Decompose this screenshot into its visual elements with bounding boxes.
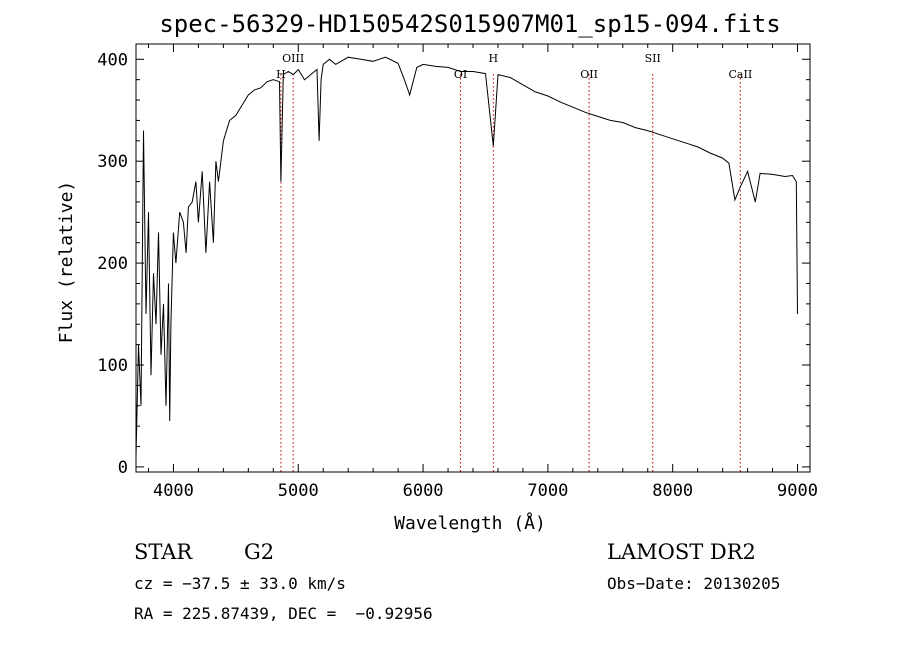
x-axis-label: Wavelength (Å) [394, 512, 546, 534]
x-tick-label: 5000 [278, 481, 319, 501]
emission-line-label: CaII [729, 68, 753, 81]
emission-line-label: H [276, 68, 286, 81]
emission-line-label: H [489, 52, 499, 65]
y-tick-label: 400 [97, 50, 128, 70]
spectrum-chart: spec-56329-HD150542S015907M01_sp15-094.f… [56, 10, 818, 534]
x-tick-label: 9000 [777, 481, 818, 501]
x-tick-label: 7000 [527, 481, 568, 501]
y-tick-label: 100 [97, 356, 128, 376]
chart-title: spec-56329-HD150542S015907M01_sp15-094.f… [159, 10, 780, 38]
spectrum-line [135, 56, 798, 457]
y-axis-label: Flux (relative) [56, 181, 77, 344]
object-class-label: STAR [134, 540, 193, 564]
emission-line-label: SII [645, 52, 661, 65]
emission-line-label: OIII [282, 52, 304, 65]
coordinates-label: RA = 225.87439, DEC = −0.92956 [134, 604, 433, 623]
x-tick-label: 8000 [652, 481, 693, 501]
y-tick-label: 0 [118, 458, 128, 478]
subclass-label: G2 [244, 540, 275, 564]
obs-date-label: Obs−Date: 20130205 [607, 574, 781, 593]
x-tick-label: 4000 [153, 481, 194, 501]
redshift-label: cz = −37.5 ± 33.0 km/s [134, 574, 346, 593]
y-tick-label: 200 [97, 254, 128, 274]
y-tick-label: 300 [97, 152, 128, 172]
x-tick-label: 6000 [403, 481, 444, 501]
survey-label: LAMOST DR2 [607, 540, 756, 564]
plot-frame [135, 43, 811, 473]
emission-line-label: OII [580, 68, 598, 81]
axis-ticks: 4000 5000 6000 7000 8000 9000 0 100 200 300 400 [97, 44, 818, 501]
